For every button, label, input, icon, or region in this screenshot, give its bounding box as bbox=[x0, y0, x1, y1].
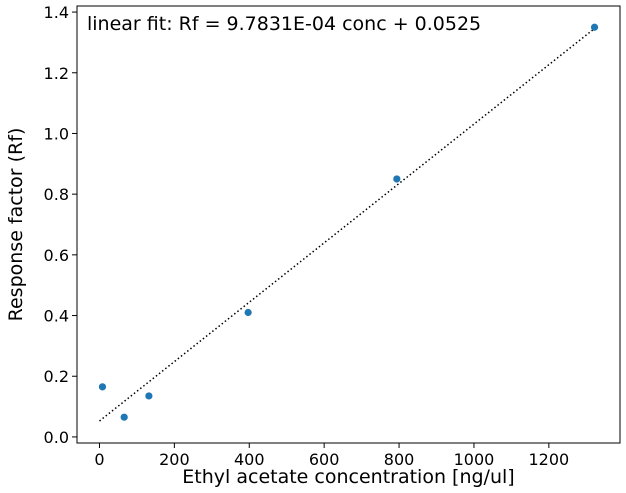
y-axis-label: Response factor (Rf) bbox=[5, 128, 27, 322]
data-point-3 bbox=[145, 392, 153, 400]
y-tick-label-0.8: 0.8 bbox=[44, 185, 69, 204]
x-tick-label-1200: 1200 bbox=[528, 450, 569, 469]
y-tick-label-0.2: 0.2 bbox=[44, 367, 69, 386]
plot-layer bbox=[98, 23, 599, 422]
x-tick-label-200: 200 bbox=[159, 450, 190, 469]
y-tick-label-1.4: 1.4 bbox=[44, 3, 69, 22]
data-point-5 bbox=[393, 175, 401, 183]
data-point-4 bbox=[244, 308, 252, 317]
y-tick-label-0.6: 0.6 bbox=[44, 246, 69, 265]
ticks-layer: 0 200 400 600 800 1000 1200 0.0 0.2 0.4 0.6 0.8 1.0 1… bbox=[44, 3, 570, 469]
data-point-6 bbox=[590, 23, 599, 31]
y-tick-label-0: 0.0 bbox=[44, 428, 69, 447]
y-tick-label-1: 1.0 bbox=[44, 124, 69, 143]
data-point-1 bbox=[98, 383, 107, 391]
fit-equation-annotation: linear fit: Rf = 9.7831E-04 conc + 0.052… bbox=[87, 13, 481, 35]
x-tick-label-600: 600 bbox=[309, 450, 340, 469]
fit-line bbox=[99, 27, 596, 422]
x-tick-label-1000: 1000 bbox=[454, 450, 495, 469]
y-tick-label-0.4: 0.4 bbox=[44, 307, 69, 326]
x-tick-label-0: 0 bbox=[94, 450, 104, 469]
x-tick-label-400: 400 bbox=[234, 450, 265, 469]
x-axis-label: Ethyl acetate concentration [ng/ul] bbox=[182, 466, 514, 488]
x-tick-label-800: 800 bbox=[384, 450, 415, 469]
y-tick-label-1.2: 1.2 bbox=[44, 64, 69, 83]
plot-frame bbox=[76, 5, 621, 444]
data-point-2 bbox=[120, 413, 128, 421]
